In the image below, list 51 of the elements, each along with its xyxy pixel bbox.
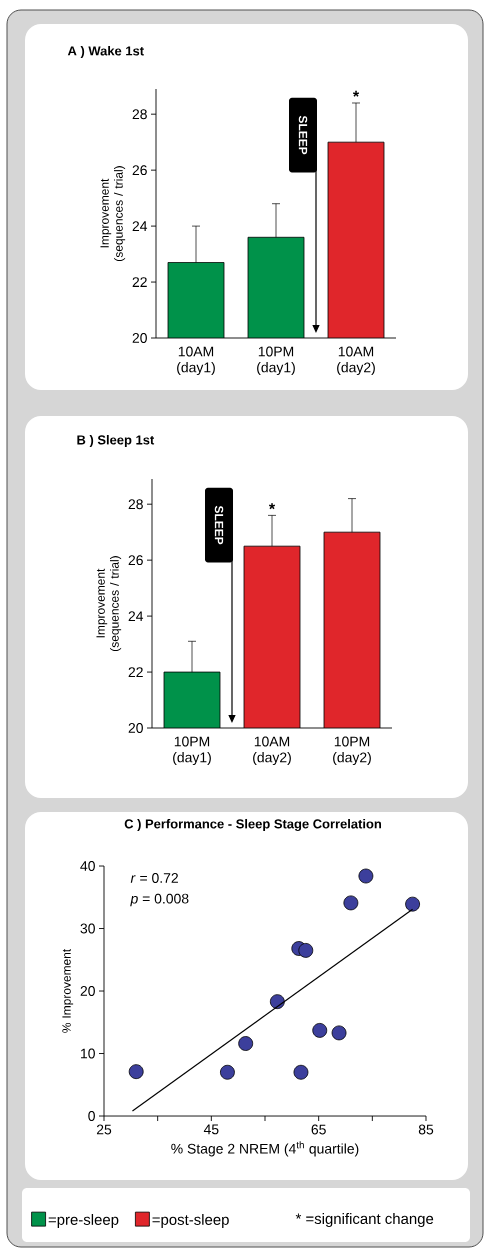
y-tick-label: 26	[132, 165, 147, 176]
y-tick-label: 24	[132, 221, 148, 231]
y-tick-label: 22	[132, 277, 147, 287]
y-tick-label: 30	[80, 923, 95, 934]
x-axis-title: % Stage 2 NREM (4$^{th}$ quartile)	[171, 1141, 359, 1157]
x-tick-label: 45	[203, 1124, 219, 1135]
point	[405, 896, 420, 912]
x-tick-label: 10PM (day1)	[257, 346, 295, 376]
y-tick-label: 20	[80, 986, 95, 996]
y-tick-label: 20	[128, 723, 143, 733]
y-tick-label: 10	[81, 1048, 95, 1059]
chart-title: C ) Performance - Sleep Stage Correlation	[124, 818, 381, 832]
y-tick-label: 28	[132, 109, 147, 120]
text: * =significant change	[295, 1213, 434, 1227]
y-tick-label: 28	[128, 499, 143, 510]
x-tick-label: 10AM (day2)	[337, 346, 375, 376]
point	[331, 1025, 347, 1041]
point	[298, 942, 314, 958]
legend-label: =pre-sleep	[48, 1213, 119, 1228]
point	[238, 1036, 254, 1051]
x-tick-label: 10PM (day2)	[333, 736, 371, 766]
chart-title: A ) Wake 1st	[67, 45, 144, 59]
point	[312, 1022, 328, 1038]
x-tick-label: 10AM (day1)	[177, 346, 215, 376]
y-tick-label: 0	[88, 1111, 95, 1121]
y-tick-label: 20	[132, 333, 147, 343]
y-tick-label: 24	[128, 611, 144, 621]
y-tick-label: 22	[128, 667, 143, 677]
annotation: *	[352, 90, 360, 97]
point	[358, 868, 374, 884]
annotation: p = 0.008	[130, 893, 189, 907]
x-tick-label: 10AM (day2)	[253, 736, 291, 766]
y-tick-label: 26	[128, 555, 143, 566]
x-tick-label: 85	[418, 1124, 434, 1135]
y-tick-label: 40	[80, 861, 95, 871]
x-tick-label: 10PM (day1)	[173, 736, 211, 766]
annotation: r = 0.72	[130, 873, 178, 883]
chart-title: B ) Sleep 1st	[77, 435, 155, 448]
annotation: *	[268, 503, 276, 510]
point	[293, 1064, 309, 1080]
y-axis-title: Improvement (sequences / trial)	[100, 166, 126, 261]
legend-label: =post-sleep	[152, 1213, 229, 1228]
x-tick-label: 25	[96, 1124, 112, 1135]
annotation: SLEEP	[298, 115, 308, 155]
y-axis-title: Improvement (sequences / trial)	[96, 556, 122, 651]
y-axis-title: % Improvement	[62, 948, 74, 1033]
point	[128, 1064, 144, 1080]
point	[220, 1064, 235, 1080]
point	[343, 895, 359, 911]
x-tick-label: 65	[311, 1124, 326, 1135]
annotation: SLEEP	[214, 505, 224, 545]
